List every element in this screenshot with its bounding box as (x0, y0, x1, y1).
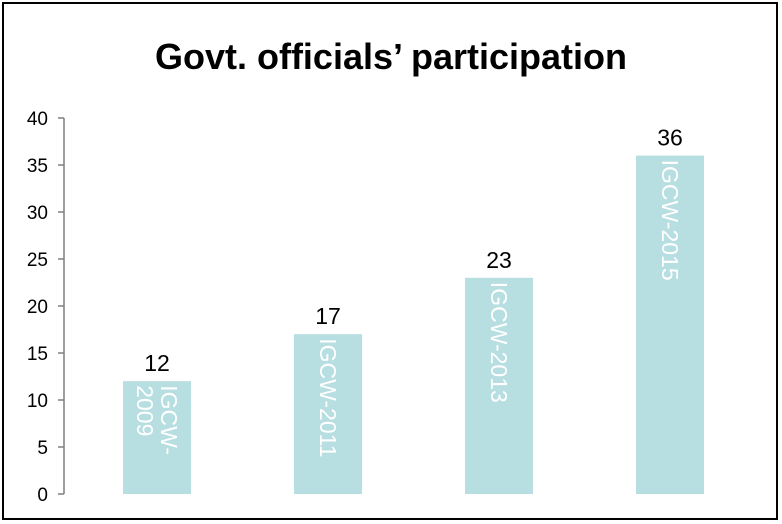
category-label: IGCW-2011 (315, 338, 341, 457)
data-label: 12 (144, 350, 170, 376)
category-label: IGCW-2013 (486, 282, 512, 403)
category-label: IGCW-2015 (657, 160, 683, 281)
data-label: 36 (657, 125, 683, 151)
y-tick-label: 5 (37, 438, 48, 459)
y-axis: 0 5 10 15 20 25 30 35 40 (27, 109, 65, 506)
category-label-line: IGCW-2013 (486, 282, 512, 403)
y-tick-label: 20 (27, 297, 48, 318)
category-label: IGCW-2009 (132, 385, 182, 455)
bar-igcw-2009 (123, 381, 191, 494)
category-label-line: 2009 (132, 385, 158, 436)
data-labels: 12 17 23 36 (144, 125, 683, 377)
category-label-line: IGCW-2015 (657, 160, 683, 281)
y-tick-label: 25 (27, 250, 48, 271)
bar-igcw-2013 (465, 277, 533, 494)
chart-title: Govt. officials’ participation (155, 36, 627, 77)
y-tick-label: 15 (27, 344, 48, 365)
y-tick-label: 0 (37, 485, 48, 506)
bar-igcw-2011 (294, 334, 362, 494)
bar-igcw-2015 (636, 155, 704, 494)
y-tick-label: 10 (27, 391, 48, 412)
y-tick-label: 30 (27, 203, 48, 224)
y-tick-label: 40 (27, 109, 48, 130)
data-label: 23 (486, 247, 512, 273)
y-tick-label: 35 (27, 156, 48, 177)
data-label: 17 (315, 303, 341, 329)
bars: IGCW-2009 IGCW-2011 IGCW-2013 IGCW-2015 (123, 155, 704, 494)
category-label-line: IGCW-2011 (315, 338, 341, 457)
category-label-line: IGCW- (156, 385, 182, 455)
